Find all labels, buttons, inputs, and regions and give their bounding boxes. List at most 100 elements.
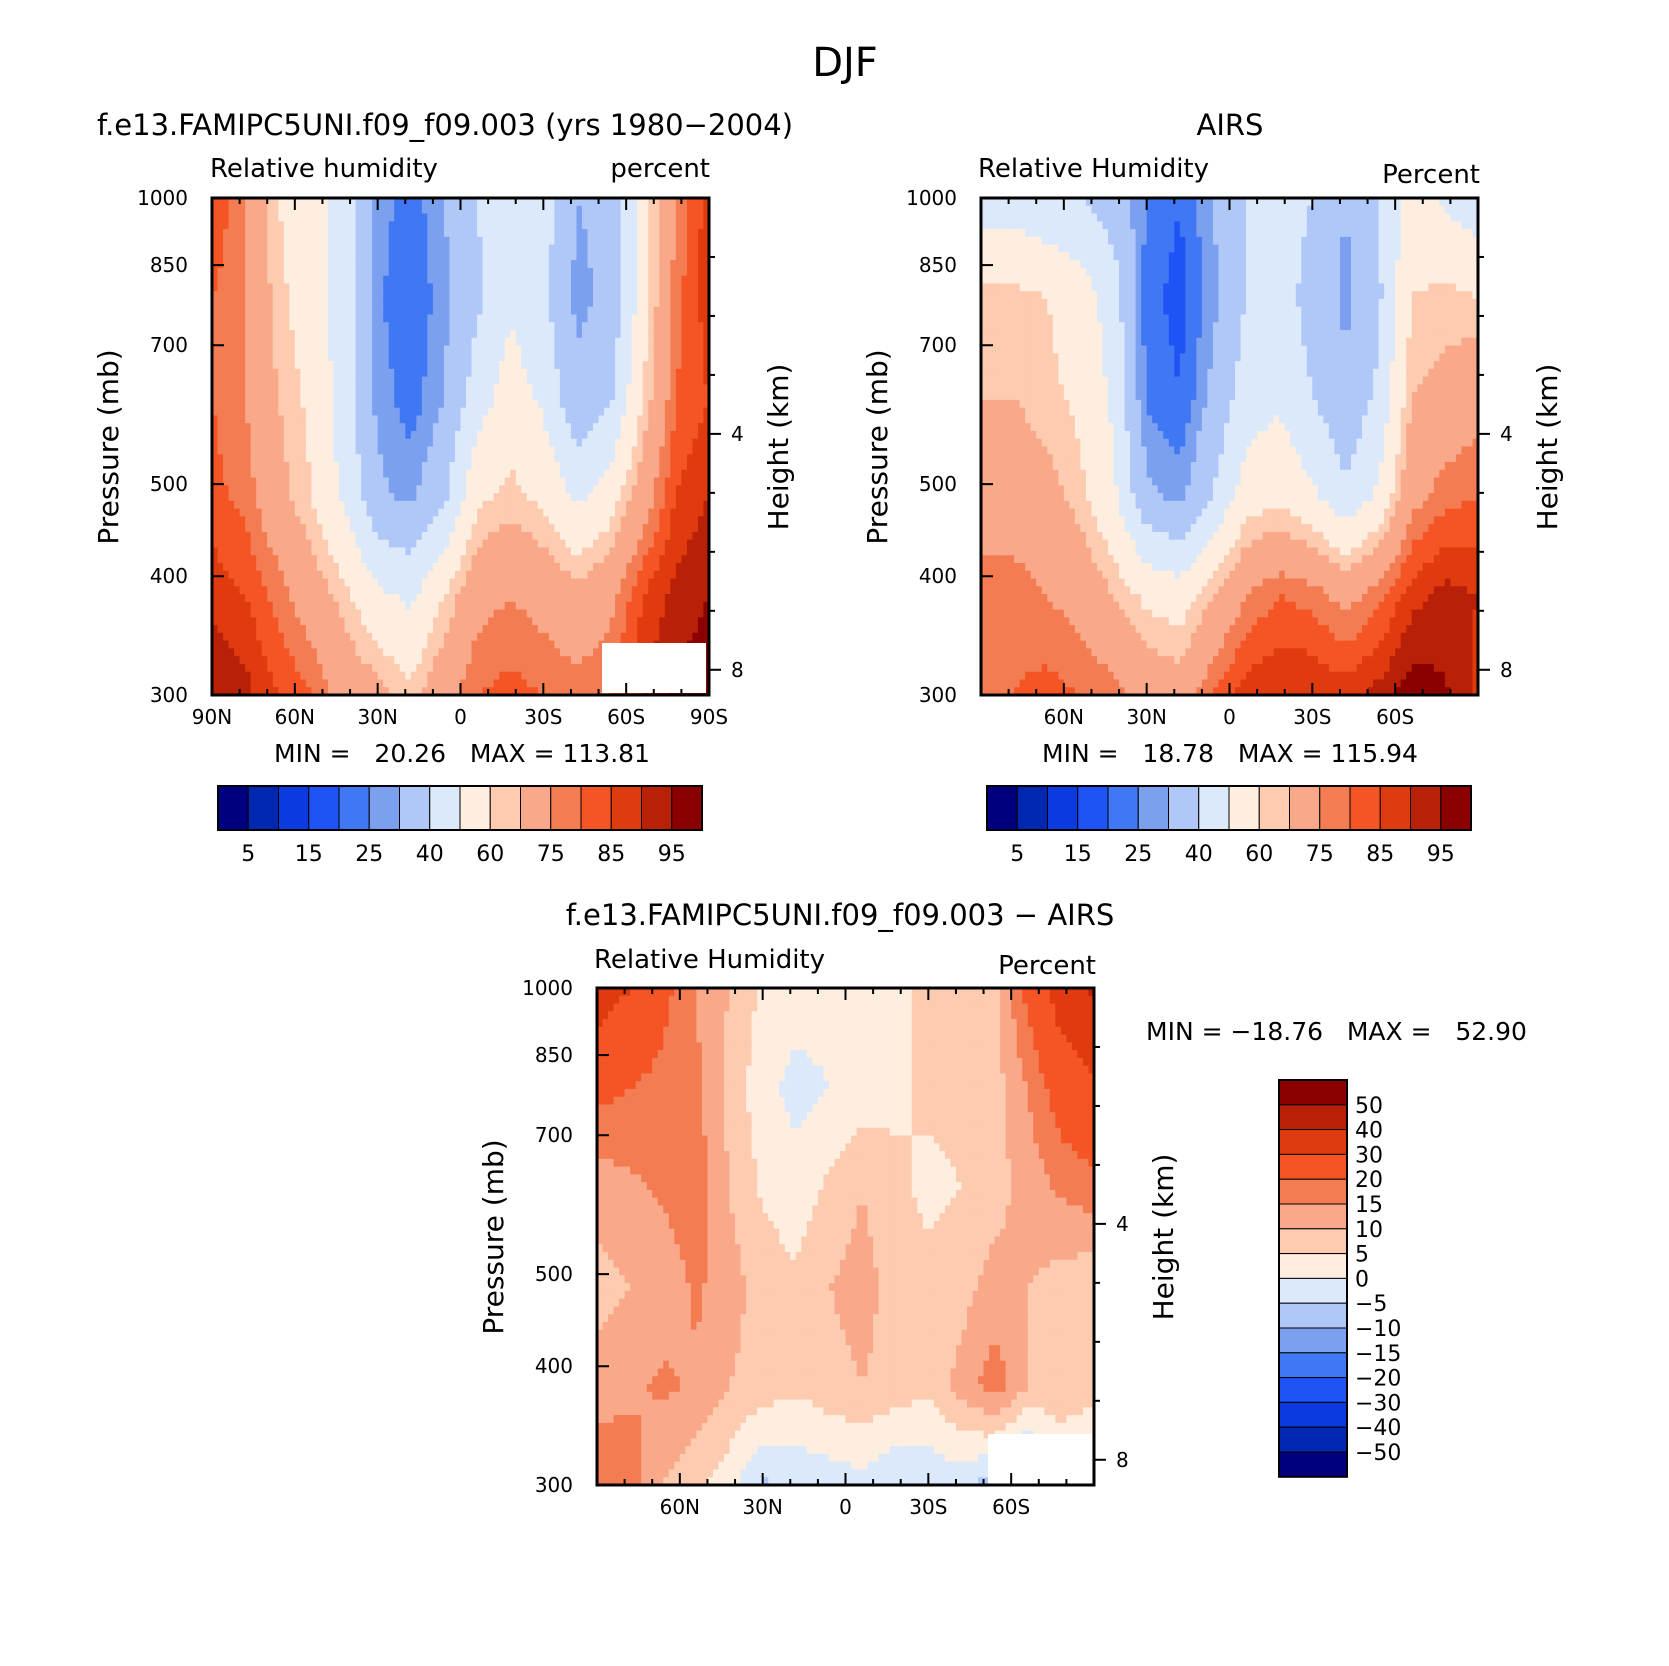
contour-cell: [355, 438, 362, 448]
contour-cell: [664, 205, 671, 215]
contour-cell: [372, 298, 379, 308]
contour-cell: [289, 392, 296, 401]
contour-cell: [460, 213, 467, 222]
contour-cell: [278, 609, 285, 618]
contour-cell: [250, 213, 257, 222]
contour-cell: [521, 430, 528, 440]
contour-cell: [366, 562, 373, 572]
contour-cell: [504, 236, 511, 246]
contour-cell: [316, 314, 324, 323]
contour-cell: [432, 399, 440, 409]
contour-cell: [565, 555, 572, 564]
contour-cell: [239, 578, 246, 587]
contour-cell: [659, 252, 666, 261]
contour-cell: [416, 275, 423, 285]
contour-cell: [471, 384, 478, 393]
contour-cell: [581, 306, 589, 316]
contour-cell: [372, 508, 379, 517]
contour-cell: [339, 260, 346, 269]
contour-cell: [239, 570, 246, 580]
contour-cell: [570, 330, 578, 339]
contour-cell: [548, 617, 555, 626]
contour-cell: [339, 322, 346, 331]
contour-cell: [548, 407, 555, 417]
contour-cell: [405, 555, 412, 564]
contour-cell: [239, 198, 246, 207]
contour-cell: [399, 205, 406, 215]
contour-cell: [261, 555, 268, 564]
contour-cell: [570, 376, 578, 385]
contour-cell: [526, 524, 533, 533]
contour-cell: [675, 524, 682, 533]
contour-cell: [471, 221, 478, 230]
contour-cell: [620, 477, 627, 486]
contour-cell: [670, 361, 677, 370]
contour-cell: [593, 376, 600, 385]
contour-cell: [272, 384, 279, 393]
contour-cell: [670, 291, 677, 300]
contour-cell: [443, 229, 451, 238]
contour-cell: [576, 562, 583, 572]
contour-cell: [339, 205, 346, 215]
contour-cell: [581, 384, 589, 393]
contour-cell: [394, 221, 401, 230]
contour-cell: [427, 508, 434, 517]
contour-cell: [305, 198, 312, 207]
contour-cell: [300, 345, 307, 354]
contour-cell: [543, 376, 550, 385]
contour-cell: [631, 384, 638, 393]
contour-cell: [548, 205, 555, 215]
contour-cell: [537, 384, 544, 393]
contour-cell: [631, 229, 638, 238]
contour-cell: [322, 244, 329, 253]
contour-cell: [543, 260, 550, 269]
contour-cell: [620, 539, 627, 549]
contour-cell: [239, 415, 246, 424]
contour-cell: [383, 500, 390, 510]
contour-cell: [449, 562, 456, 572]
contour-cell: [228, 516, 235, 525]
contour-cell: [620, 205, 627, 215]
contour-cell: [388, 330, 395, 339]
contour-cell: [626, 415, 633, 424]
contour-cell: [305, 601, 312, 611]
contour-cell: [228, 617, 235, 626]
contour-cell: [250, 594, 257, 603]
contour-cell: [543, 392, 550, 401]
contour-cell: [454, 438, 462, 448]
contour-cell: [460, 601, 467, 611]
contour-cell: [327, 399, 335, 409]
contour-cell: [587, 306, 594, 316]
contour-cell: [322, 617, 329, 626]
contour-cell: [339, 555, 346, 564]
contour-cell: [675, 438, 682, 448]
contour-cell: [587, 384, 594, 393]
contour-cell: [477, 384, 484, 393]
contour-cell: [239, 353, 246, 362]
contour-cell: [565, 570, 572, 580]
contour-cell: [615, 205, 622, 215]
contour-cell: [377, 500, 384, 510]
contour-cell: [245, 275, 252, 285]
contour-cell: [372, 586, 379, 595]
contour-cell: [245, 291, 252, 300]
contour-cell: [394, 229, 401, 238]
contour-cell: [316, 462, 324, 471]
contour-cell: [438, 430, 445, 440]
contour-cell: [350, 306, 357, 316]
contour-cell: [659, 236, 666, 246]
contour-cell: [697, 244, 705, 253]
contour-cell: [239, 625, 246, 634]
contour-cell: [653, 477, 660, 486]
contour-cell: [570, 205, 578, 215]
contour-cell: [510, 322, 517, 331]
contour-cell: [261, 260, 268, 269]
contour-cell: [454, 609, 462, 618]
contour-cell: [604, 508, 611, 517]
contour-cell: [443, 384, 451, 393]
contour-cell: [631, 361, 638, 370]
contour-cell: [261, 462, 268, 471]
contour-cell: [471, 275, 478, 285]
contour-cell: [477, 353, 484, 362]
contour-cell: [576, 617, 583, 626]
